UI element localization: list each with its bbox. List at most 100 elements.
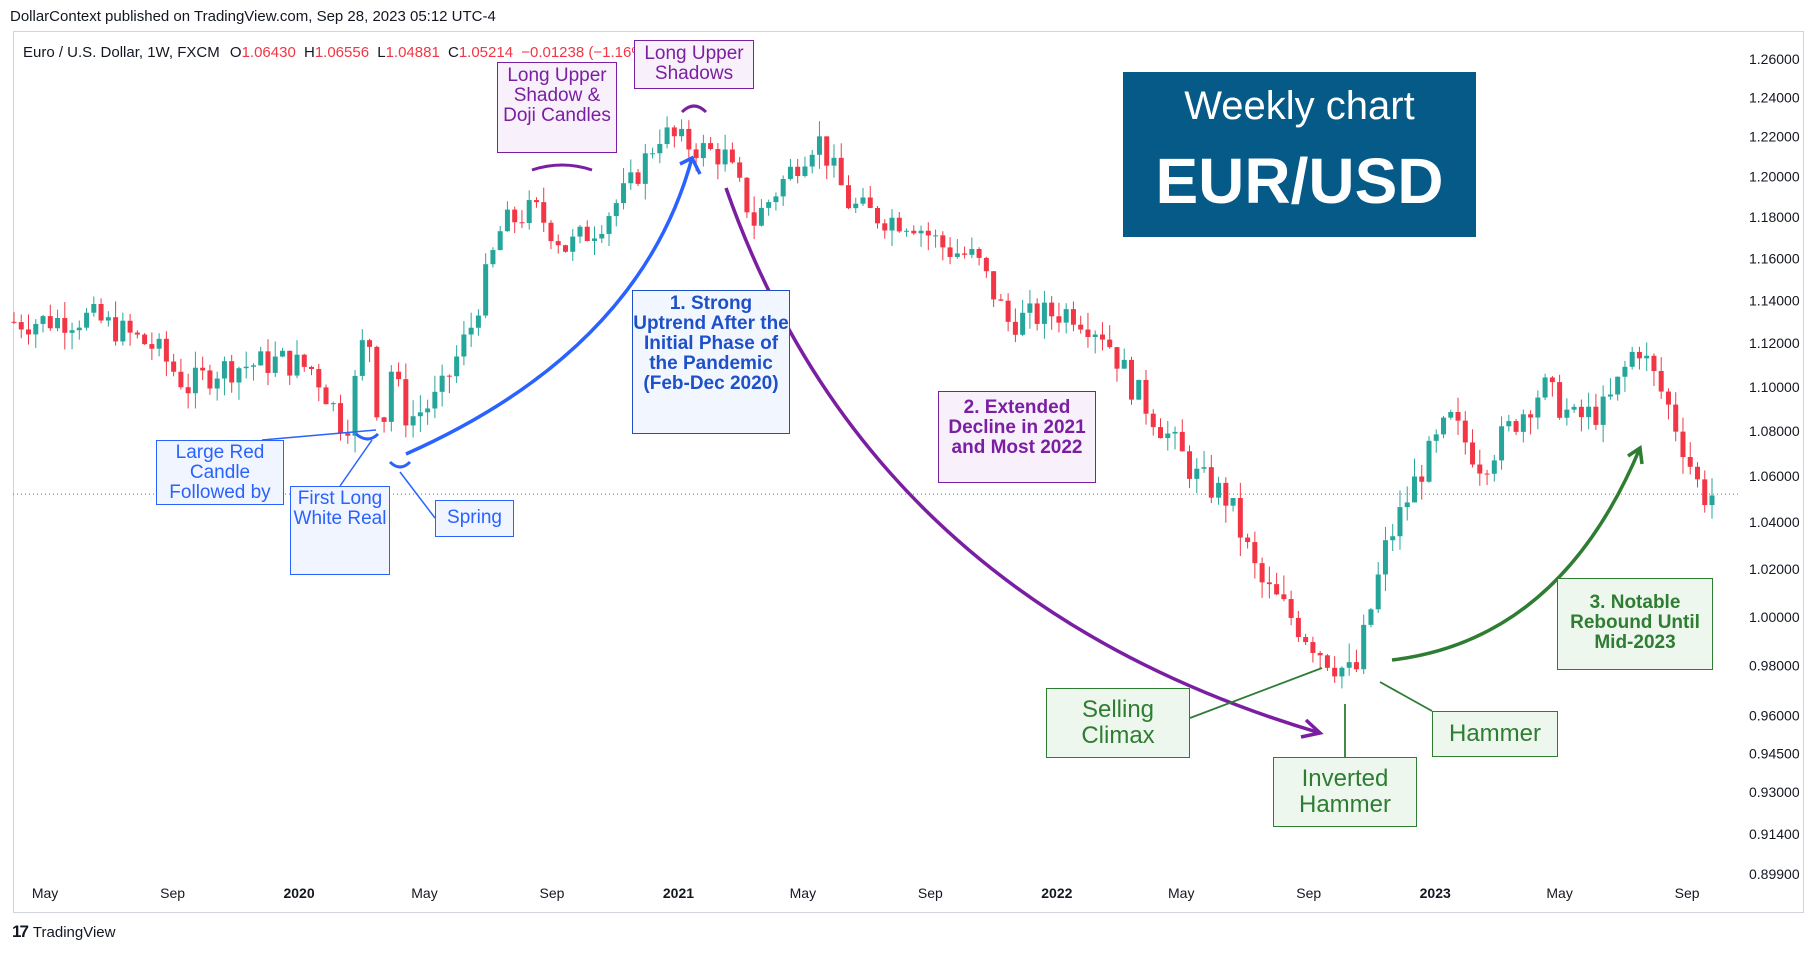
- candle: [1658, 357, 1664, 399]
- candle: [512, 206, 518, 234]
- candle: [1223, 477, 1229, 523]
- candle: [113, 301, 119, 346]
- candle: [439, 364, 445, 407]
- candle: [1433, 429, 1439, 453]
- y-tick-label: 1.26000: [1749, 51, 1800, 67]
- candle: [84, 307, 90, 331]
- annotation-long-upper-shadow-doji: Long Upper Shadow & Doji Candles: [497, 62, 617, 153]
- candle: [1535, 390, 1541, 430]
- candle: [1303, 633, 1309, 645]
- candle: [729, 142, 735, 164]
- annotation-large-red-candle: Large Red Candle Followed by: [156, 440, 284, 505]
- open-value: 1.06430: [241, 44, 296, 61]
- candle: [410, 400, 416, 438]
- candle: [606, 212, 612, 247]
- candle: [1578, 399, 1584, 432]
- candle: [758, 199, 764, 227]
- symbol-label: Euro / U.S. Dollar, 1W, FXCM: [23, 44, 220, 61]
- candle: [309, 365, 315, 376]
- candle: [918, 225, 924, 247]
- candle: [156, 333, 162, 357]
- candle: [62, 302, 68, 350]
- candle: [1375, 562, 1381, 614]
- uptrend-arrowhead: [679, 155, 702, 175]
- candle: [1419, 464, 1425, 500]
- decline-arrowhead: [1300, 718, 1324, 739]
- y-tick-label: 1.20000: [1749, 169, 1800, 185]
- candle: [1136, 379, 1142, 401]
- candle: [722, 134, 728, 172]
- y-tick-label: 0.91400: [1749, 826, 1800, 842]
- candle: [388, 365, 394, 432]
- candle: [1107, 325, 1113, 349]
- chart-pane[interactable]: [13, 31, 1804, 913]
- candle: [954, 239, 960, 259]
- candle: [461, 321, 467, 366]
- candle: [1295, 610, 1301, 642]
- candle: [1520, 409, 1526, 443]
- candle: [773, 192, 779, 211]
- candle: [490, 247, 496, 268]
- candle: [584, 220, 590, 242]
- candle: [679, 119, 685, 142]
- candle: [1694, 462, 1700, 488]
- candle: [192, 351, 198, 409]
- candle: [1564, 398, 1570, 426]
- y-tick-label: 0.89900: [1749, 866, 1800, 882]
- y-tick-label: 1.16000: [1749, 251, 1800, 267]
- annotation-notable-rebound: 3. Notable Rebound Until Mid-2023: [1557, 578, 1713, 670]
- first-long-mark: [355, 432, 380, 441]
- candle: [1245, 533, 1251, 549]
- y-tick-label: 0.94500: [1749, 746, 1800, 762]
- candle: [1099, 322, 1105, 351]
- y-tick-label: 0.96000: [1749, 707, 1800, 723]
- candle: [737, 156, 743, 182]
- candle: [1382, 526, 1388, 592]
- annotation-hammer: Hammer: [1432, 711, 1558, 757]
- candle: [1484, 469, 1490, 486]
- candle: [1187, 445, 1193, 489]
- candle: [1208, 454, 1214, 504]
- candle: [831, 144, 837, 178]
- candle: [1143, 370, 1149, 425]
- candle: [664, 116, 670, 149]
- high-value: 1.06556: [314, 44, 370, 61]
- y-tick-label: 1.24000: [1749, 89, 1800, 105]
- ohlc-legend: Euro / U.S. Dollar, 1W, FXCM O1.06430 H1…: [23, 44, 650, 61]
- candle: [816, 121, 822, 169]
- y-tick-label: 1.12000: [1749, 335, 1800, 351]
- candle: [1056, 302, 1062, 333]
- candle: [1353, 649, 1359, 673]
- y-tick-label: 0.93000: [1749, 784, 1800, 800]
- candle: [860, 187, 866, 207]
- candle: [838, 143, 844, 186]
- candle: [896, 211, 902, 233]
- candle: [294, 340, 300, 379]
- x-tick-label: Sep: [1675, 885, 1700, 901]
- candle: [635, 168, 641, 187]
- close-label: C: [447, 44, 459, 61]
- candle: [1128, 356, 1134, 405]
- candle: [381, 416, 387, 433]
- candle: [1194, 458, 1200, 493]
- candle: [1034, 298, 1040, 331]
- candle: [432, 375, 438, 419]
- candle: [1259, 557, 1265, 598]
- first-long-pointer: [339, 439, 373, 487]
- candle: [1470, 429, 1476, 468]
- tradingview-logo[interactable]: 17 TradingView: [12, 922, 115, 942]
- candle: [1274, 572, 1280, 596]
- change-value: −0.01238 (−1.16%): [521, 44, 650, 61]
- candle: [1513, 418, 1519, 436]
- candle: [185, 373, 191, 409]
- candle: [962, 246, 968, 259]
- candle: [715, 143, 721, 180]
- candle: [1622, 360, 1628, 392]
- candle: [258, 346, 264, 366]
- candle: [301, 353, 307, 372]
- candle: [548, 220, 554, 250]
- open-label: O: [229, 44, 242, 61]
- y-tick-label: 1.06000: [1749, 468, 1800, 484]
- candle: [1651, 353, 1657, 387]
